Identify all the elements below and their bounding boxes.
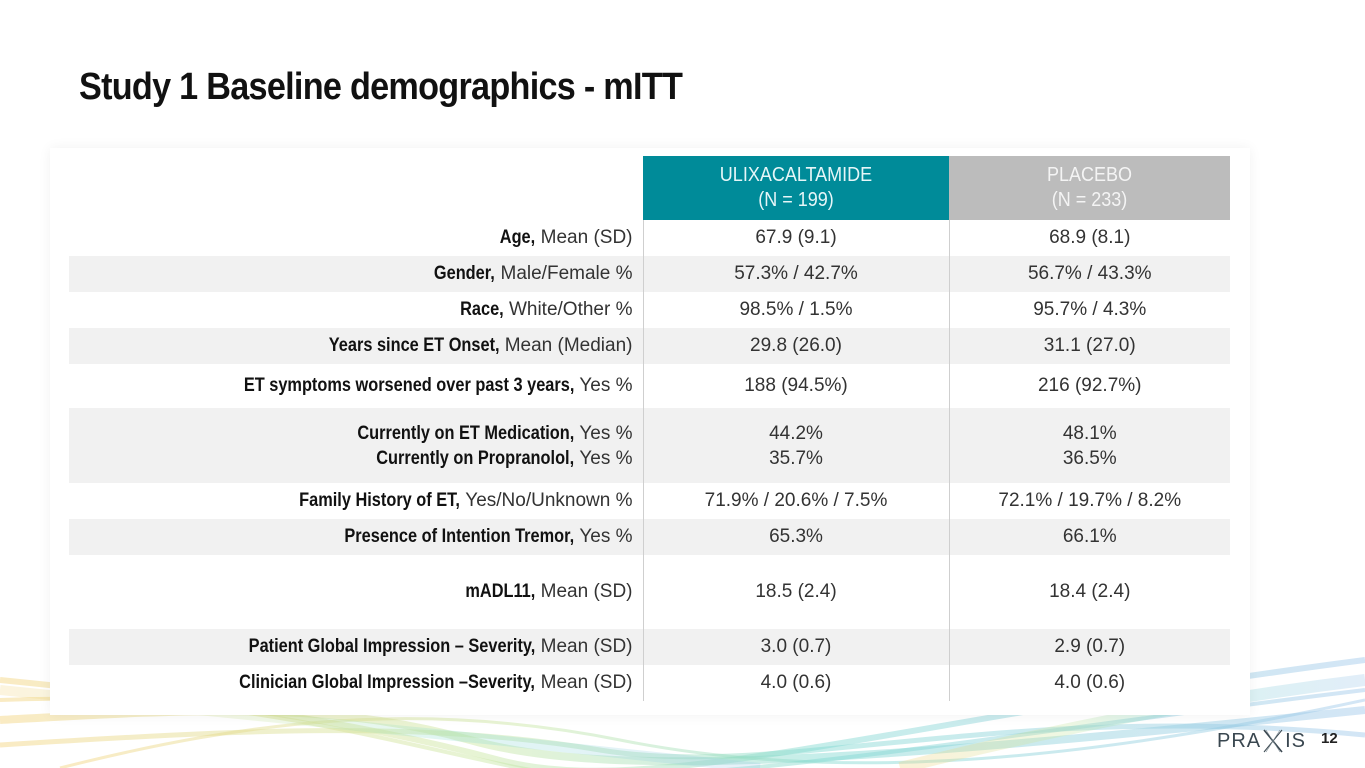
ulixacaltamide-value: 4.0 (0.6) [643,665,950,701]
row-label: Race, White/Other % [69,292,644,328]
placebo-value: 68.9 (8.1) [1049,227,1131,248]
ulixacaltamide-value: 18.5 (2.4) [643,555,950,629]
ulixacaltamide-value: 188 (94.5%) [643,364,950,408]
row-label: Gender, Male/Female % [69,256,644,292]
ulixacaltamide-value: 98.5% / 1.5% [643,292,950,328]
placebo-value: 95.7% / 4.3% [1033,299,1147,320]
row-label: Age, Mean (SD) [69,220,644,256]
row-label-line-2: Currently on Propranolol, Yes % [376,447,633,469]
page-number: 12 [1321,730,1338,747]
placebo-value: 66.1% [949,519,1230,555]
placebo-value: 18.4 (2.4) [1049,581,1131,602]
row-label: Patient Global Impression – Severity, Me… [69,629,644,665]
ulixacaltamide-value: 65.3% [643,519,950,555]
table-row-symptoms-worsened: ET symptoms worsened over past 3 years, … [69,364,1230,408]
ulixacaltamide-value: 57.3% / 42.7% [643,256,950,292]
row-label: mADL11, Mean (SD) [69,555,644,629]
row-label: Clinician Global Impression –Severity, M… [69,665,644,701]
ulixacaltamide-value: 67.9 (9.1) [643,220,950,256]
header-placebo-n: (N = 233) [1051,189,1128,211]
placebo-value: 72.1% / 19.7% / 8.2% [998,490,1182,511]
placebo-value: 216 (92.7%) [1037,375,1142,396]
header-placebo: PLACEBO (N = 233) [949,156,1230,220]
placebo-value: 48.1% 36.5% [949,408,1230,483]
ulixacaltamide-value: 71.9% / 20.6% / 7.5% [643,483,950,519]
header-ulixacaltamide: ULIXACALTAMIDE (N = 199) [643,156,949,220]
logo-x-mark-icon [1262,728,1284,754]
placebo-value: 31.1 (27.0) [949,328,1230,364]
table-row-madl11: mADL11, Mean (SD) 18.5 (2.4) 18.4 (2.4) [69,555,1230,629]
table-row-race: Race, White/Other % 98.5% / 1.5% 95.7% /… [69,292,1230,328]
header-empty-cell [69,156,643,220]
table-header-row: ULIXACALTAMIDE (N = 199) PLACEBO (N = 23… [69,156,1230,220]
header-placebo-name: PLACEBO [1046,164,1133,186]
row-label: Years since ET Onset, Mean (Median) [69,328,644,364]
table-row-intention-tremor: Presence of Intention Tremor, Yes % 65.3… [69,519,1230,555]
row-label-line-1: Currently on ET Medication, Yes % [357,422,633,444]
logo-text-left: PRA [1217,729,1262,752]
table-row-cgi-s: Clinician Global Impression –Severity, M… [69,665,1230,701]
row-label: Presence of Intention Tremor, Yes % [69,519,644,555]
demographics-table: ULIXACALTAMIDE (N = 199) PLACEBO (N = 23… [69,156,1230,701]
table-row-age: Age, Mean (SD) 67.9 (9.1) 68.9 (8.1) [69,220,1230,256]
slide-title: Study 1 Baseline demographics - mITT [79,66,683,108]
row-label: ET symptoms worsened over past 3 years, … [69,364,644,408]
table-row-pgi-s: Patient Global Impression – Severity, Me… [69,629,1230,665]
row-label: Family History of ET, Yes/No/Unknown % [69,483,644,519]
table-row-years-since-onset: Years since ET Onset, Mean (Median) 29.8… [69,328,1230,364]
logo-text-right: IS [1285,729,1307,752]
ulixacaltamide-value: 3.0 (0.7) [643,629,950,665]
praxis-logo: PRA IS [1217,728,1306,754]
header-ulixacaltamide-n: (N = 199) [758,189,834,211]
ulixacaltamide-value: 44.2% 35.7% [643,408,950,483]
placebo-value: 2.9 (0.7) [949,629,1230,665]
ulixacaltamide-value: 29.8 (26.0) [643,328,950,364]
table-row-medication: Currently on ET Medication, Yes % Curren… [69,408,1230,483]
placebo-value: 56.7% / 43.3% [949,256,1230,292]
table-row-family-history: Family History of ET, Yes/No/Unknown % 7… [69,483,1230,519]
row-label: Currently on ET Medication, Yes % Curren… [69,408,644,483]
table-row-gender: Gender, Male/Female % 57.3% / 42.7% 56.7… [69,256,1230,292]
header-ulixacaltamide-name: ULIXACALTAMIDE [719,164,873,186]
placebo-value: 4.0 (0.6) [1054,672,1126,693]
